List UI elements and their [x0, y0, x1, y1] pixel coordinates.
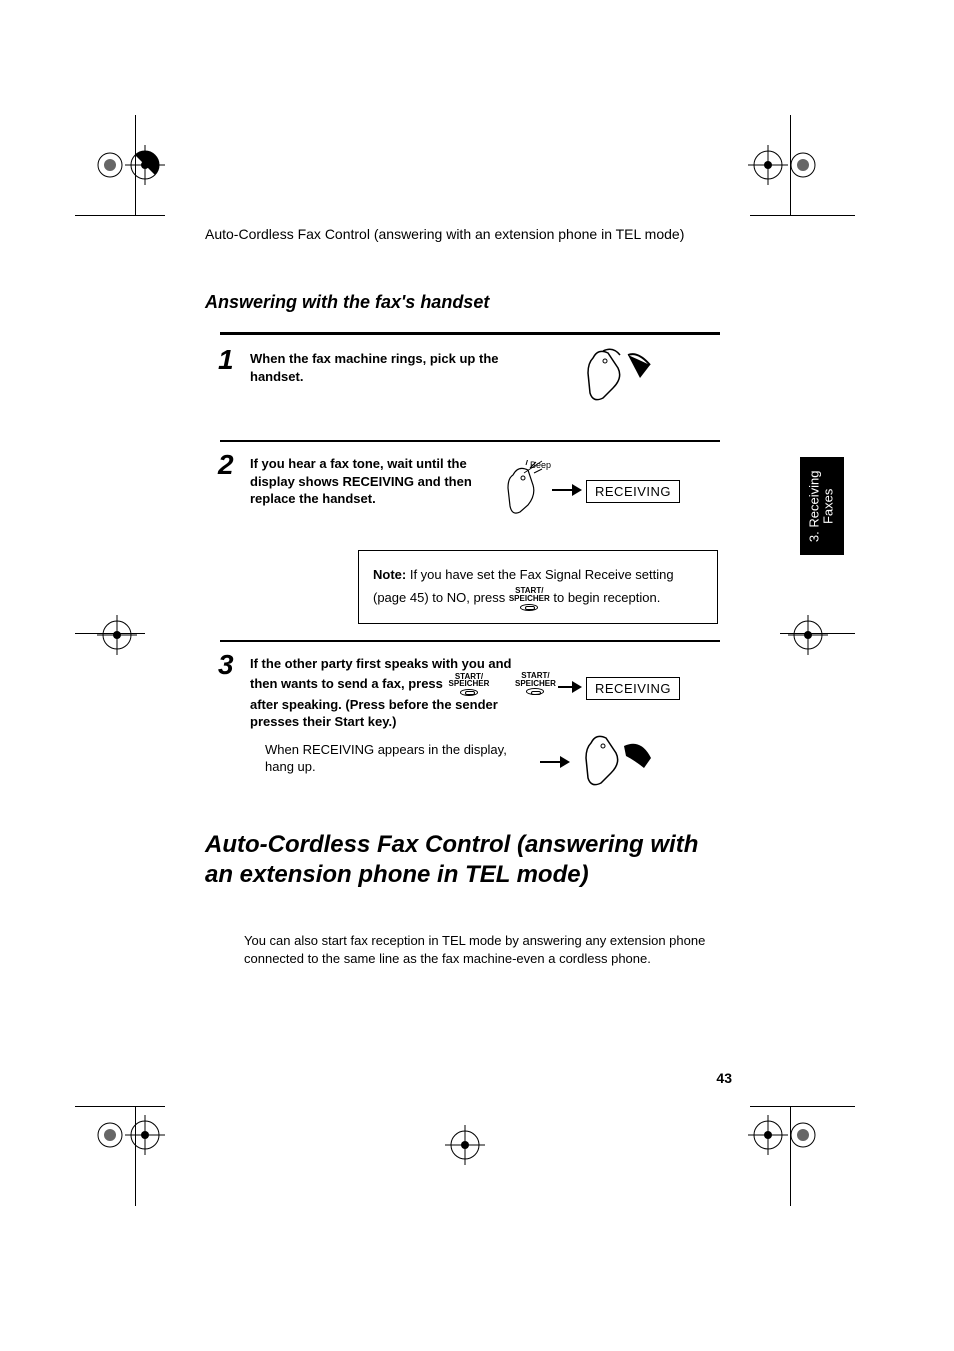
step-divider — [220, 640, 720, 642]
handset-hangup-icon — [576, 728, 656, 793]
section-heading: Auto-Cordless Fax Control (answering wit… — [205, 830, 725, 890]
step-text: When the fax machine rings, pick up the … — [250, 350, 500, 385]
arrow-right-icon — [558, 680, 582, 694]
note-text-1: If you have set the Fax Signal Receive s… — [406, 567, 673, 582]
section-body: You can also start fax reception in TEL … — [244, 932, 724, 968]
step-subtext: When RECEIVING appears in the display, h… — [265, 741, 515, 776]
note-text-2b: to begin reception. — [550, 590, 661, 605]
side-tab-line1: 3. Receiving — [807, 470, 822, 542]
page: Auto-Cordless Fax Control (answering wit… — [0, 0, 954, 1351]
crop-line — [750, 215, 855, 216]
registration-mark-icon — [440, 1105, 490, 1185]
arrow-right-icon — [540, 755, 570, 769]
handset-pickup-icon — [578, 343, 658, 413]
start-key-icon: START/SPEICHER — [509, 587, 550, 610]
start-key-icon: START/SPEICHER — [449, 673, 490, 696]
page-header: Auto-Cordless Fax Control (answering wit… — [205, 226, 684, 242]
registration-mark-icon — [92, 595, 142, 675]
note-line-1: Note: If you have set the Fax Signal Rec… — [373, 563, 703, 586]
step-divider — [220, 440, 720, 442]
step-number: 3 — [218, 649, 234, 681]
registration-mark-icon — [95, 125, 175, 205]
registration-mark-icon — [738, 1095, 818, 1175]
side-tab-line2: Faxes — [821, 488, 836, 523]
step3-text-b: after speaking. (Press before the sender… — [250, 697, 498, 730]
beep-callout-line — [520, 455, 550, 475]
step-divider — [220, 332, 720, 335]
note-box: Note: If you have set the Fax Signal Rec… — [358, 550, 718, 624]
step-text: If you hear a fax tone, wait until the d… — [250, 455, 500, 508]
subheading: Answering with the fax's handset — [205, 292, 489, 313]
start-key-line2: SPEICHER — [515, 679, 556, 688]
start-key-graphic: START/SPEICHER — [515, 672, 556, 695]
arrow-right-icon — [552, 483, 582, 497]
side-tab: 3. Receiving Faxes — [800, 457, 844, 555]
step-number: 2 — [218, 449, 234, 481]
note-line-2: (page 45) to NO, press START/SPEICHER to… — [373, 586, 703, 610]
note-prefix: Note: — [373, 567, 406, 582]
display-readout: RECEIVING — [586, 677, 680, 700]
registration-mark-icon — [95, 1095, 175, 1175]
registration-mark-icon — [738, 125, 818, 205]
start-key-icon: START/SPEICHER — [515, 672, 556, 695]
note-text-2a: (page 45) to NO, press — [373, 590, 509, 605]
registration-mark-icon — [783, 595, 833, 675]
step-number: 1 — [218, 344, 234, 376]
start-key-line2: SPEICHER — [509, 594, 550, 603]
start-key-line2: SPEICHER — [449, 679, 490, 688]
side-tab-text: 3. Receiving Faxes — [808, 470, 837, 542]
step-text: If the other party first speaks with you… — [250, 655, 520, 731]
display-readout: RECEIVING — [586, 480, 680, 503]
crop-line — [75, 215, 165, 216]
page-number: 43 — [716, 1070, 732, 1086]
